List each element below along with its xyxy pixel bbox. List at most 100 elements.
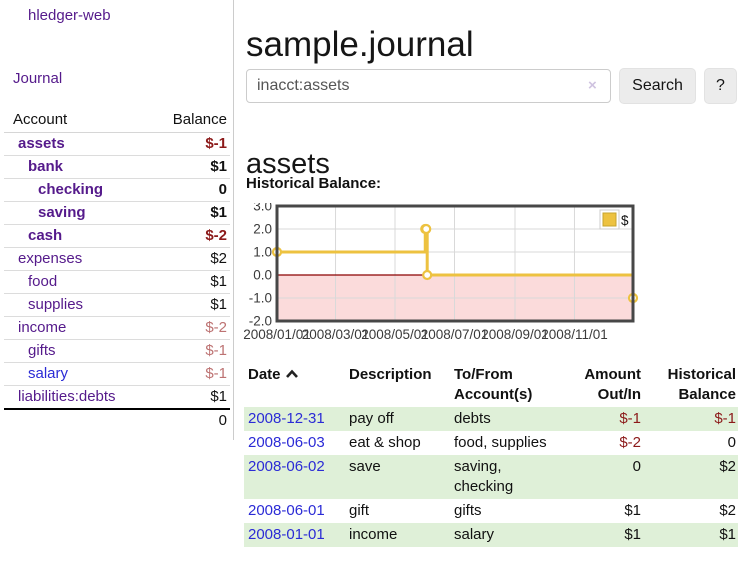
search-input[interactable] [246,69,611,103]
account-row: assets $-1 [4,132,230,156]
transaction-date-link[interactable]: 2008-06-01 [248,502,325,519]
account-link[interactable]: bank [28,158,64,175]
account-link[interactable]: expenses [18,250,83,267]
account-column-header: Account [4,108,148,133]
transaction-row: 2008-06-03 eat & shop food, supplies $-2 0 [244,431,738,455]
chart-title: Historical Balance: [246,175,382,192]
sidebar-divider [233,0,234,440]
account-heading: assets [246,148,330,181]
transaction-description: pay off [349,410,394,427]
svg-text:2.0: 2.0 [253,222,272,237]
transaction-accounts: gifts [454,502,482,519]
transaction-row: 2008-06-01 gift gifts $1 $2 [244,499,738,523]
accounts-table-header: Account Balance [4,108,230,133]
transaction-description: income [349,526,398,543]
account-row: expenses $2 [4,247,230,271]
clear-search-icon[interactable]: × [588,77,597,94]
svg-text:-2.0: -2.0 [249,314,272,329]
svg-text:3.0: 3.0 [253,203,272,214]
description-column-header: Description [349,366,432,383]
transaction-balance: 0 [727,434,736,451]
svg-text:2008/11/01: 2008/11/01 [541,327,608,342]
account-link[interactable]: salary [28,365,69,382]
account-link[interactable]: checking [38,181,104,198]
transaction-date-cell: 2008-01-01 [244,523,345,547]
account-row: cash $-2 [4,224,230,248]
account-row: income $-2 [4,316,230,340]
transaction-amount: $1 [624,526,641,543]
svg-text:2008/01/01: 2008/01/01 [243,327,311,342]
transaction-date-link[interactable]: 2008-06-03 [248,434,325,451]
transaction-date-cell: 2008-12-31 [244,407,345,431]
account-row: food $1 [4,270,230,294]
search-button[interactable]: Search [619,68,696,104]
account-link[interactable]: income [18,319,67,336]
transaction-row: 2008-12-31 pay off debts $-1 $-1 [244,407,738,431]
svg-text:2008/07/01: 2008/07/01 [421,327,489,342]
account-link[interactable]: liabilities:debts [18,388,116,405]
svg-text:1.0: 1.0 [253,245,272,260]
account-link[interactable]: saving [38,204,86,221]
transaction-amount: 0 [632,458,641,475]
page-title: sample.journal [246,25,474,65]
transaction-accounts: saving, checking [454,458,514,495]
account-balance: $-1 [147,362,230,386]
transaction-accounts: debts [454,410,491,427]
account-balance: $1 [147,201,230,225]
transactions-table: Date Description To/From Account(s) Amou… [244,363,738,547]
accounts-total-balance: 0 [147,408,230,432]
account-row: saving $1 [4,201,230,225]
account-balance: $-1 [147,132,230,156]
transaction-row: 2008-01-01 income salary $1 $1 [244,523,738,547]
accounts-total-row: 0 [4,408,230,432]
transactions-table-body: 2008-12-31 pay off debts $-1 $-1 2008-06-03 ea… [244,407,738,547]
svg-text:$: $ [621,213,629,228]
svg-text:2008/05/01: 2008/05/01 [361,327,429,342]
account-row: checking 0 [4,178,230,202]
transaction-balance: $2 [719,458,736,475]
account-balance: $2 [147,247,230,271]
date-column-header[interactable]: Date [244,363,345,407]
account-row: bank $1 [4,155,230,179]
transaction-balance: $1 [719,526,736,543]
account-link[interactable]: gifts [28,342,56,359]
account-link[interactable]: assets [18,135,65,152]
account-link[interactable]: food [28,273,58,290]
transaction-amount: $-2 [619,434,641,451]
transaction-amount: $1 [624,502,641,519]
account-balance: $1 [147,293,230,317]
transaction-balance: $2 [719,502,736,519]
amount-column-header: Amount Out/In [584,366,641,403]
account-row: liabilities:debts $1 [4,385,230,410]
transaction-description: save [349,458,381,475]
transaction-amount: $-1 [619,410,641,427]
svg-text:2008/09/01: 2008/09/01 [481,327,549,342]
transaction-date-link[interactable]: 2008-12-31 [248,410,325,427]
transaction-date-cell: 2008-06-02 [244,455,345,499]
transaction-date-cell: 2008-06-03 [244,431,345,455]
sidebar-item-journal[interactable]: Journal [13,70,63,87]
accounts-table: Account Balance assets $-1 bank $1 checking 0… [4,108,230,432]
transaction-description: gift [349,502,370,519]
svg-text:-1.0: -1.0 [249,291,272,306]
account-balance: $-2 [147,224,230,248]
svg-text:2008/03/01: 2008/03/01 [302,327,370,342]
account-balance: $1 [147,385,230,410]
help-button[interactable]: ? [704,68,737,104]
transaction-date-cell: 2008-06-01 [244,499,345,523]
account-link[interactable]: supplies [28,296,84,313]
account-balance: $-1 [147,339,230,363]
transaction-row: 2008-06-02 save saving, checking 0 $2 [244,455,738,499]
account-link[interactable]: cash [28,227,63,244]
brand-link[interactable]: hledger-web [28,7,111,24]
transactions-header-row: Date Description To/From Account(s) Amou… [244,363,738,407]
transaction-accounts: salary [454,526,495,543]
account-row: salary $-1 [4,362,230,386]
transaction-description: eat & shop [349,434,421,451]
transaction-date-link[interactable]: 2008-06-02 [248,458,325,475]
transaction-date-link[interactable]: 2008-01-01 [248,526,325,543]
account-balance: $1 [147,155,230,179]
sort-ascending-icon [285,365,299,385]
account-row: supplies $1 [4,293,230,317]
